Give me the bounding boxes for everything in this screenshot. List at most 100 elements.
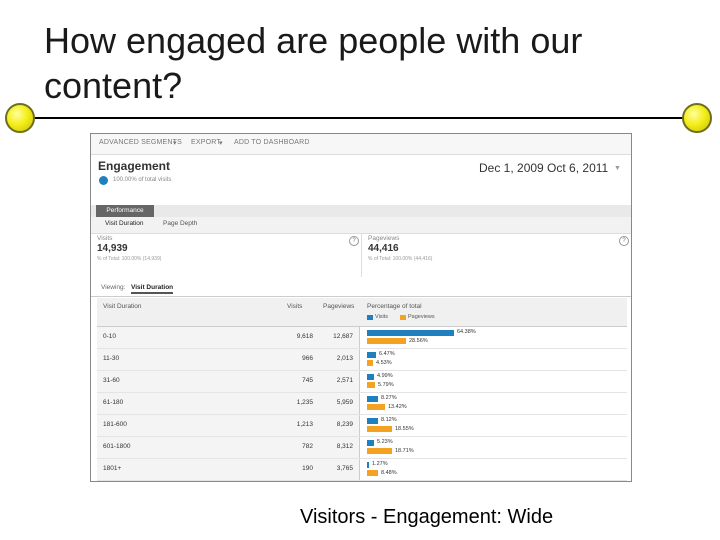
export-button[interactable]: EXPORT	[191, 139, 221, 146]
table-row: 31-60 745 2,571 4.99% 5.79%	[97, 371, 627, 393]
cell-visits: 9,618	[296, 333, 313, 340]
metric-value: 44,416	[368, 243, 399, 254]
viewing-label: Viewing:	[101, 284, 126, 291]
cell-visits: 1,213	[296, 421, 313, 428]
help-icon[interactable]: ?	[619, 236, 629, 246]
metric-subtext: % of Total: 100.00% (14,939)	[97, 256, 162, 262]
pageviews-bar	[367, 448, 392, 454]
viewing-tab-visit-duration[interactable]: Visit Duration	[131, 284, 174, 294]
table-row: 601-1800 782 8,312 5.23% 18.71%	[97, 437, 627, 459]
table-row: 11-30 966 2,013 6.47% 4.53%	[97, 349, 627, 371]
legend-pageviews-label: Pageviews	[408, 314, 435, 320]
segment-icon	[99, 176, 108, 185]
visits-bar	[367, 330, 454, 336]
segment-label: 100.00% of total visits	[113, 177, 172, 183]
visits-percent-label: 8.27%	[381, 395, 397, 401]
cell-duration: 31-60	[103, 377, 120, 384]
visits-percent-label: 8.12%	[381, 417, 397, 423]
pageviews-bar	[367, 426, 392, 432]
chevron-down-icon: ▾	[173, 140, 177, 147]
pageviews-percent-label: 4.53%	[376, 360, 392, 366]
cell-pageviews: 8,312	[336, 443, 353, 450]
pageviews-bar	[367, 360, 373, 366]
header-pageviews[interactable]: Pageviews	[323, 303, 355, 310]
pageviews-percent-label: 18.55%	[395, 426, 414, 432]
visits-bar	[367, 374, 374, 380]
visits-bar	[367, 440, 374, 446]
add-to-dashboard-button[interactable]: ADD TO DASHBOARD	[234, 139, 310, 146]
cell-visits: 1,235	[296, 399, 313, 406]
pageviews-percent-label: 5.79%	[378, 382, 394, 388]
column-separator	[359, 349, 360, 370]
table-row: 181-600 1,213 8,239 8.12% 18.55%	[97, 415, 627, 437]
visits-percent-label: 64.38%	[457, 329, 476, 335]
pageviews-bar	[367, 338, 406, 344]
date-range-picker[interactable]: Dec 1, 2009 Oct 6, 2011	[479, 161, 609, 175]
header-visits[interactable]: Visits	[287, 303, 303, 310]
column-separator	[359, 415, 360, 436]
viewing-row: Viewing: Visit Duration	[91, 282, 631, 297]
title-rule	[22, 117, 698, 119]
row-background	[97, 393, 359, 414]
cell-visits: 966	[302, 355, 313, 362]
column-separator	[359, 393, 360, 414]
metric-visits: Visits 14,939 % of Total: 100.00% (14,93…	[97, 235, 347, 275]
table-body: 0-10 9,618 12,687 64.38% 28.56% 11-30 966 2,013…	[97, 327, 627, 481]
help-icon[interactable]: ?	[349, 236, 359, 246]
pageviews-percent-label: 28.56%	[409, 338, 428, 344]
visits-bar	[367, 396, 378, 402]
advanced-segments-button[interactable]: ADVANCED SEGMENTS	[99, 139, 183, 146]
header-percentage[interactable]: Percentage of total	[367, 303, 422, 310]
metric-value: 14,939	[97, 243, 128, 254]
subtab-visit-duration[interactable]: Visit Duration	[105, 220, 144, 227]
tab-performance[interactable]: Performance	[96, 205, 154, 217]
visits-bar	[367, 462, 369, 468]
row-background	[97, 437, 359, 458]
cell-duration: 1801+	[103, 465, 122, 472]
visits-bar	[367, 352, 376, 358]
visits-percent-label: 1.27%	[372, 461, 388, 467]
metric-pageviews: Pageviews 44,416 % of Total: 100.00% (44…	[368, 235, 618, 275]
bullet-dot-left	[5, 103, 35, 133]
cell-duration: 0-10	[103, 333, 117, 340]
table-row: 0-10 9,618 12,687 64.38% 28.56%	[97, 327, 627, 349]
bullet-dot-right	[682, 103, 712, 133]
cell-duration: 601-1800	[103, 443, 131, 450]
pageviews-bar	[367, 404, 385, 410]
cell-visits: 190	[302, 465, 313, 472]
cell-duration: 61-180	[103, 399, 124, 406]
column-separator	[359, 437, 360, 458]
metric-label: Pageviews	[368, 235, 400, 242]
table-header: Visit Duration Visits Pageviews Percenta…	[97, 298, 627, 327]
analytics-screenshot: ADVANCED SEGMENTS ▾ EXPORT ▾ ADD TO DASH…	[90, 133, 632, 482]
pageviews-percent-label: 8.48%	[381, 470, 397, 476]
header-visit-duration[interactable]: Visit Duration	[103, 303, 142, 310]
chevron-down-icon[interactable]: ▼	[614, 165, 621, 172]
pageviews-bar	[367, 470, 378, 476]
subtab-bar: Visit Duration Page Depth	[91, 217, 631, 234]
cell-pageviews: 8,239	[336, 421, 353, 428]
pageviews-percent-label: 13.42%	[388, 404, 407, 410]
metric-divider	[361, 233, 362, 277]
cell-pageviews: 12,687	[333, 333, 353, 340]
cell-visits: 745	[302, 377, 313, 384]
column-separator	[359, 459, 360, 480]
engagement-table: Visit Duration Visits Pageviews Percenta…	[97, 298, 627, 481]
slide-caption: Visitors - Engagement: Wide	[300, 506, 554, 528]
row-background	[97, 349, 359, 370]
cell-duration: 11-30	[103, 355, 120, 362]
legend-visits-label: Visits	[375, 314, 389, 320]
row-background	[97, 459, 359, 480]
visits-percent-label: 6.47%	[379, 351, 395, 357]
column-separator	[359, 371, 360, 392]
chevron-down-icon: ▾	[219, 140, 223, 147]
column-separator	[359, 327, 360, 348]
slide-title: How engaged are people with our content?	[44, 20, 583, 106]
cell-pageviews: 3,765	[336, 465, 353, 472]
row-background	[97, 415, 359, 436]
subtab-page-depth[interactable]: Page Depth	[163, 220, 198, 227]
cell-pageviews: 2,571	[336, 377, 353, 384]
visits-percent-label: 4.99%	[377, 373, 393, 379]
pageviews-bar	[367, 382, 375, 388]
metric-label: Visits	[97, 235, 113, 242]
